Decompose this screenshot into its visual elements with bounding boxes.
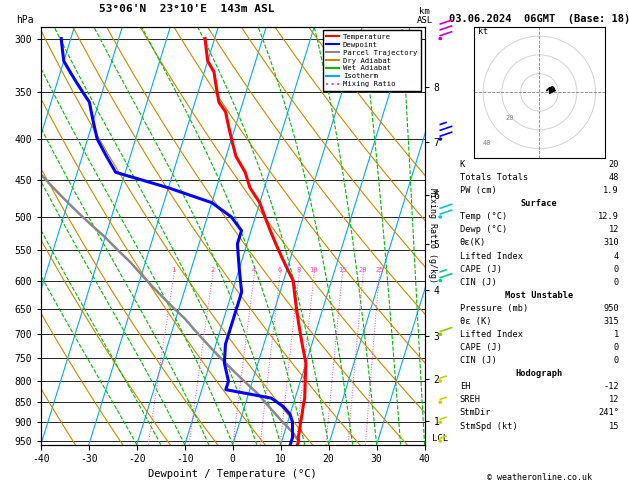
Text: -12: -12	[603, 382, 619, 391]
Text: 1.9: 1.9	[603, 186, 619, 195]
Text: 40: 40	[483, 140, 492, 146]
Text: Pressure (mb): Pressure (mb)	[460, 304, 528, 313]
Text: 241°: 241°	[598, 408, 619, 417]
Text: 315: 315	[603, 317, 619, 326]
Text: 4: 4	[252, 267, 256, 273]
Text: Temp (°C): Temp (°C)	[460, 212, 507, 221]
Text: © weatheronline.co.uk: © weatheronline.co.uk	[487, 473, 592, 482]
Text: 0: 0	[614, 356, 619, 365]
Text: Totals Totals: Totals Totals	[460, 173, 528, 182]
Text: 20: 20	[506, 116, 514, 122]
Text: EH: EH	[460, 382, 470, 391]
Text: Hodograph: Hodograph	[516, 369, 563, 378]
Text: 12.9: 12.9	[598, 212, 619, 221]
Text: Most Unstable: Most Unstable	[505, 291, 574, 300]
Text: CAPE (J): CAPE (J)	[460, 343, 502, 352]
Text: 15: 15	[338, 267, 347, 273]
Text: LCL: LCL	[432, 434, 448, 443]
Text: 0: 0	[614, 264, 619, 274]
Text: 310: 310	[603, 239, 619, 247]
Text: 25: 25	[375, 267, 384, 273]
Text: 15: 15	[608, 421, 619, 431]
Text: SREH: SREH	[460, 395, 481, 404]
Text: Lifted Index: Lifted Index	[460, 252, 523, 260]
Text: 1: 1	[614, 330, 619, 339]
Text: Mixing Ratio (g/kg): Mixing Ratio (g/kg)	[428, 188, 437, 283]
Text: 48: 48	[608, 173, 619, 182]
Text: hPa: hPa	[16, 15, 33, 25]
Legend: Temperature, Dewpoint, Parcel Trajectory, Dry Adiabat, Wet Adiabat, Isotherm, Mi: Temperature, Dewpoint, Parcel Trajectory…	[323, 30, 421, 91]
Text: StmDir: StmDir	[460, 408, 491, 417]
Text: 4: 4	[614, 252, 619, 260]
Text: 53°06'N  23°10'E  143m ASL: 53°06'N 23°10'E 143m ASL	[99, 4, 274, 14]
Text: 20: 20	[359, 267, 367, 273]
Text: θε(K): θε(K)	[460, 239, 486, 247]
Text: 8: 8	[297, 267, 301, 273]
Text: 12: 12	[608, 226, 619, 234]
X-axis label: Dewpoint / Temperature (°C): Dewpoint / Temperature (°C)	[148, 469, 317, 479]
Text: CIN (J): CIN (J)	[460, 356, 496, 365]
Text: StmSpd (kt): StmSpd (kt)	[460, 421, 518, 431]
Text: 950: 950	[603, 304, 619, 313]
Text: PW (cm): PW (cm)	[460, 186, 496, 195]
Text: 20: 20	[608, 160, 619, 169]
Text: Lifted Index: Lifted Index	[460, 330, 523, 339]
Text: Surface: Surface	[521, 199, 558, 208]
Text: 03.06.2024  06GMT  (Base: 18): 03.06.2024 06GMT (Base: 18)	[448, 14, 629, 24]
Text: θε (K): θε (K)	[460, 317, 491, 326]
Text: Dewp (°C): Dewp (°C)	[460, 226, 507, 234]
Text: 6: 6	[278, 267, 282, 273]
Text: CIN (J): CIN (J)	[460, 278, 496, 287]
Text: CAPE (J): CAPE (J)	[460, 264, 502, 274]
Text: 12: 12	[608, 395, 619, 404]
Text: 1: 1	[172, 267, 175, 273]
Text: 10: 10	[309, 267, 318, 273]
Text: 0: 0	[614, 278, 619, 287]
Text: 2: 2	[210, 267, 214, 273]
Text: 0: 0	[614, 343, 619, 352]
Text: kt: kt	[477, 27, 487, 36]
Text: K: K	[460, 160, 465, 169]
Text: km
ASL: km ASL	[416, 7, 433, 25]
